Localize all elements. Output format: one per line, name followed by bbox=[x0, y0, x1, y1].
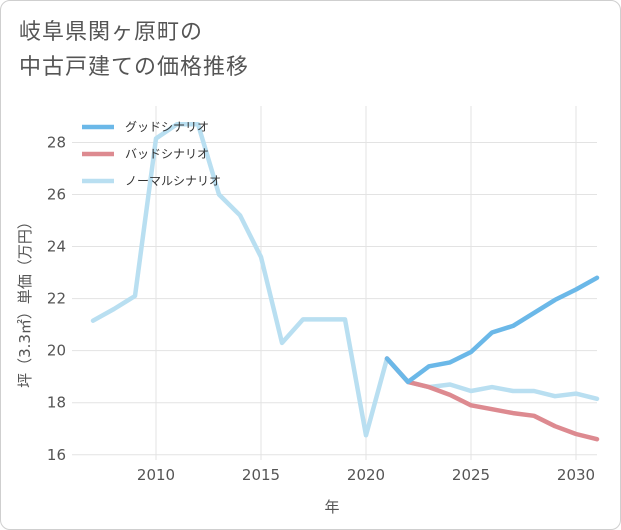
series-line-2 bbox=[90, 121, 600, 438]
y-tick-label: 22 bbox=[47, 290, 66, 308]
y-tick-label: 26 bbox=[47, 186, 66, 204]
y-axis-label: 坪（3.3㎡）単価（万円） bbox=[16, 214, 34, 388]
x-tick-label: 2015 bbox=[242, 466, 280, 484]
x-tick-label: 2025 bbox=[452, 466, 490, 484]
chart-title-line-1: 岐阜県関ヶ原町の bbox=[19, 20, 204, 45]
series-line-0 bbox=[384, 275, 600, 385]
y-tick-label: 16 bbox=[47, 446, 66, 464]
chart-title: 岐阜県関ヶ原町の 中古戸建ての価格推移 bbox=[19, 15, 249, 85]
legend-label-1: バッドシナリオ bbox=[125, 147, 209, 161]
y-tick-label: 28 bbox=[47, 133, 66, 151]
x-tick-labels: 2010 2015 2020 2025 2030 bbox=[137, 466, 595, 484]
series-line-1 bbox=[384, 356, 600, 442]
legend-label-2: ノーマルシナリオ bbox=[125, 174, 221, 188]
y-tick-label: 20 bbox=[47, 342, 66, 360]
grid-lines bbox=[72, 106, 597, 460]
chart-title-line-2: 中古戸建ての価格推移 bbox=[19, 55, 250, 80]
y-tick-labels: 16 18 20 22 24 26 28 bbox=[47, 133, 66, 463]
x-tick-label: 2020 bbox=[347, 466, 385, 484]
x-axis-label: 年 bbox=[324, 498, 339, 516]
y-tick-label: 18 bbox=[47, 394, 66, 412]
series-lines bbox=[90, 121, 600, 442]
y-tick-label: 24 bbox=[47, 238, 66, 256]
x-tick-label: 2010 bbox=[137, 466, 175, 484]
legend-label-0: グッドシナリオ bbox=[125, 120, 209, 134]
x-tick-label: 2030 bbox=[557, 466, 595, 484]
